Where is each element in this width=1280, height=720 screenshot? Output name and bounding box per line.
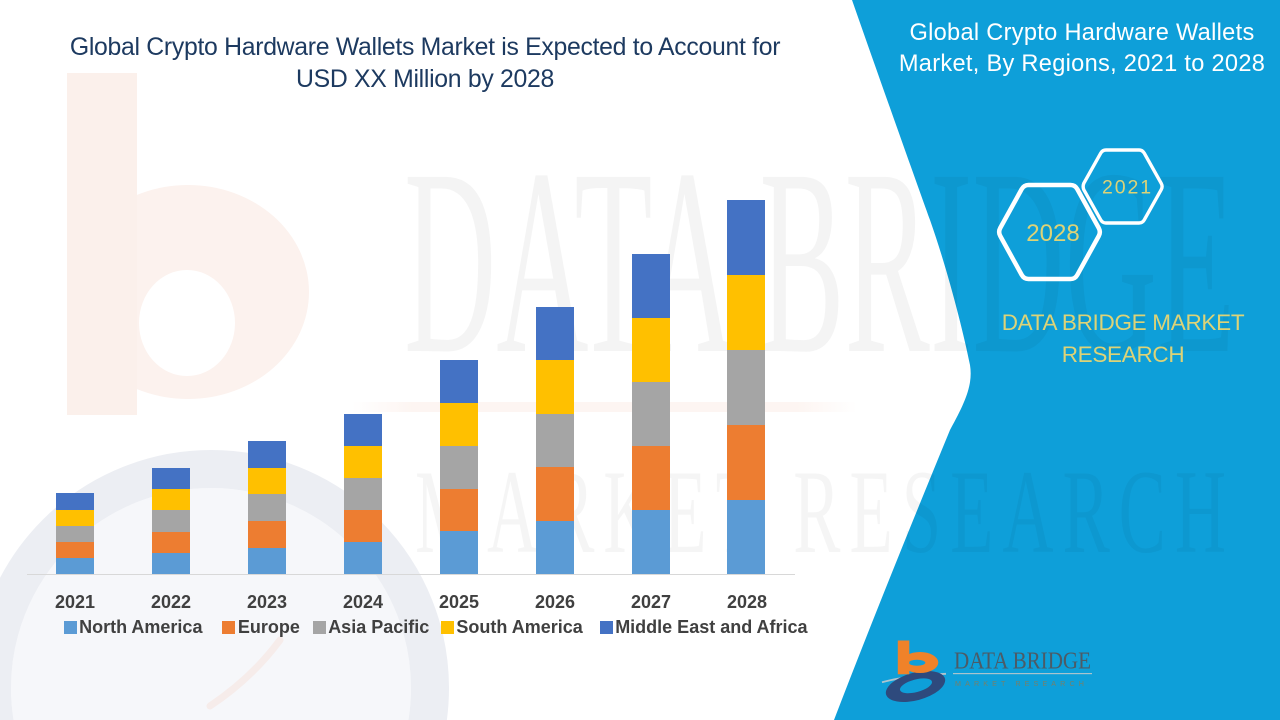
svg-text:MARKET RESEARCH: MARKET RESEARCH	[955, 681, 1088, 688]
svg-text:DATA BRIDGE: DATA BRIDGE	[954, 649, 1091, 675]
svg-text:2028: 2028	[1026, 220, 1079, 247]
svg-text:2021: 2021	[1102, 177, 1153, 199]
